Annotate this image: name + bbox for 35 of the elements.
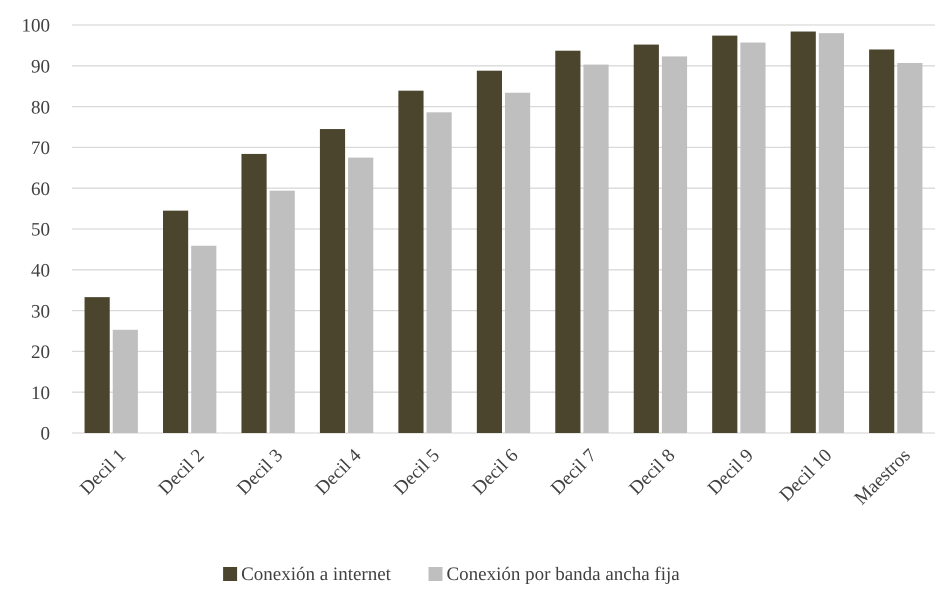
- bar: [398, 90, 424, 433]
- bar: [426, 112, 452, 433]
- bar: [634, 44, 659, 433]
- y-tick-label: 70: [31, 138, 50, 160]
- bar: [818, 33, 844, 433]
- bar: [555, 50, 580, 433]
- legend-label: Conexión a internet: [241, 564, 392, 585]
- bar: [662, 56, 688, 433]
- bar: [84, 297, 110, 433]
- bar: [869, 49, 894, 433]
- y-tick-label: 60: [31, 178, 50, 200]
- bar: [790, 32, 816, 433]
- y-tick-label: 20: [31, 342, 50, 364]
- bar: [241, 154, 267, 433]
- bar: [320, 129, 346, 433]
- y-tick-label: 50: [31, 220, 50, 241]
- bar: [112, 330, 138, 433]
- y-tick-label: 30: [31, 301, 50, 322]
- bar: [897, 62, 922, 433]
- bar: [505, 92, 530, 433]
- bar: [712, 36, 738, 433]
- y-tick-label: 10: [31, 382, 50, 404]
- bar: [191, 246, 216, 433]
- bar: [583, 64, 609, 433]
- bar: [348, 158, 374, 433]
- legend-label: Conexión por banda ancha fija: [446, 564, 680, 585]
- bar: [476, 70, 502, 433]
- y-tick-label: 80: [31, 97, 50, 118]
- y-tick-label: 0: [40, 424, 50, 445]
- y-tick-label: 40: [31, 260, 50, 282]
- y-tick-label: 100: [22, 16, 50, 37]
- bar: [270, 190, 295, 433]
- bar: [163, 210, 188, 433]
- bar: [740, 42, 766, 433]
- y-tick-label: 90: [31, 56, 50, 78]
